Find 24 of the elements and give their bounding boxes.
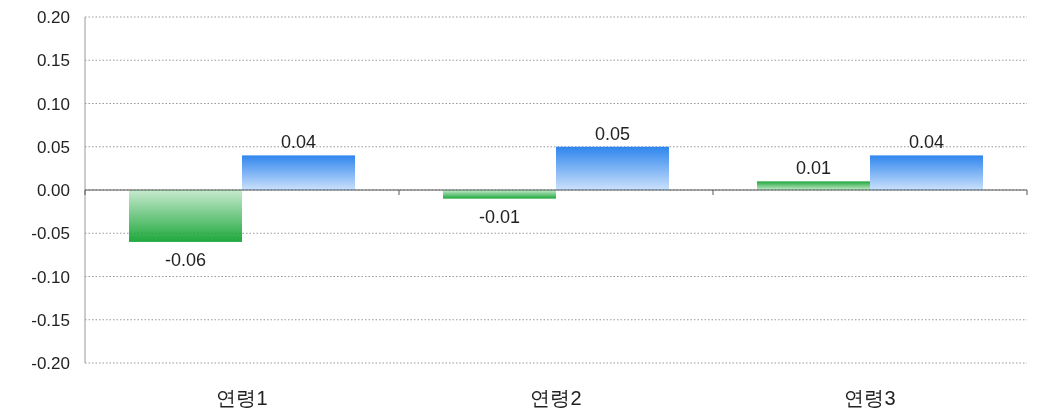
y-tick-label: -0.10 xyxy=(31,267,70,287)
bar xyxy=(870,155,983,190)
x-tick-label: 연령2 xyxy=(530,387,582,409)
y-tick-label: 0.15 xyxy=(36,51,70,71)
y-tick-label: 0.20 xyxy=(36,8,70,27)
y-tick-label: 0.10 xyxy=(36,94,70,114)
bar xyxy=(556,146,669,190)
data-label: -0.01 xyxy=(478,206,521,227)
y-tick-label: -0.15 xyxy=(31,310,70,330)
bar xyxy=(129,190,242,242)
y-tick-label: -0.20 xyxy=(31,354,70,373)
data-label: 0.05 xyxy=(594,123,631,144)
bar xyxy=(443,190,556,199)
y-tick-label: -0.05 xyxy=(31,224,70,244)
y-tick-label: 0.05 xyxy=(36,137,70,157)
bar xyxy=(242,155,355,190)
data-label: 0.04 xyxy=(280,132,317,153)
data-label: -0.06 xyxy=(164,249,207,270)
y-tick-label: 0.00 xyxy=(36,181,70,200)
x-tick-label: 연령1 xyxy=(216,387,268,409)
x-tick-label: 연령3 xyxy=(844,387,896,409)
data-label: 0.01 xyxy=(795,158,832,179)
data-label: 0.04 xyxy=(908,132,945,153)
bar xyxy=(757,181,870,190)
